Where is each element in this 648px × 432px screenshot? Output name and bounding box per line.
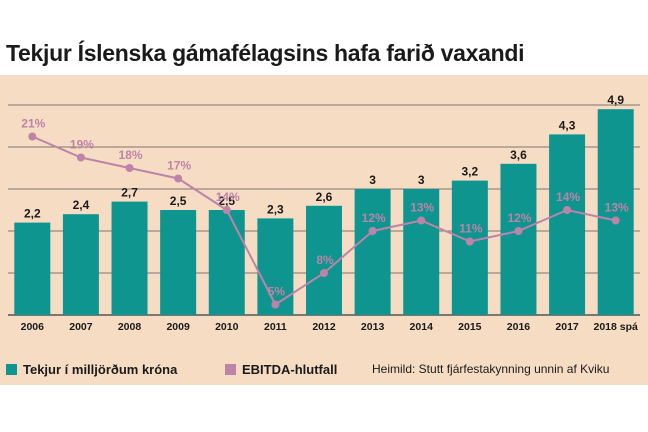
ebitda-labels: 21% 19% 18% 17% 14% 5% 8% 12% 13% 11% 12% 14% 13% (21, 117, 629, 299)
ebitda-point (174, 174, 183, 183)
x-tick-label: 2016 (507, 321, 531, 333)
ebitda-label: 8% (316, 253, 334, 267)
x-tick-label: 2011 (264, 321, 287, 333)
ebitda-point (222, 206, 231, 214)
ebitda-line (28, 132, 620, 309)
ebitda-point (76, 153, 85, 162)
x-tick-label: 2017 (555, 321, 579, 333)
revenue-bar (14, 222, 51, 315)
revenue-bar-labels: 2,2 2,4 2,7 2,5 2,5 2,3 2,6 3 3 3,2 3,6 4,3 4,9 (24, 93, 624, 220)
legend-ebitda-swatch (225, 363, 236, 375)
ebitda-label: 14% (556, 190, 580, 204)
revenue-bar-label: 3 (369, 173, 376, 187)
ebitda-point (465, 237, 474, 246)
x-tick-label: 2014 (410, 321, 434, 333)
x-tick-label: 2010 (215, 321, 239, 333)
ebitda-label: 13% (605, 201, 629, 215)
revenue-bar-label: 2,4 (73, 198, 90, 212)
revenue-bar (500, 163, 537, 315)
revenue-bar-label: 3,2 (462, 165, 479, 179)
revenue-bars (14, 109, 634, 315)
ebitda-label: 19% (70, 138, 94, 152)
revenue-bar-label: 4,3 (559, 118, 576, 132)
revenue-bar-label: 4,9 (607, 93, 624, 107)
x-tick-label: 2006 (21, 321, 45, 333)
ebitda-label: 11% (459, 222, 483, 236)
ebitda-point (271, 300, 280, 309)
revenue-bar-label: 2,2 (24, 207, 41, 221)
ebitda-label: 21% (21, 117, 45, 131)
revenue-bar (403, 189, 440, 315)
ebitda-label: 17% (167, 159, 191, 173)
revenue-bar (451, 180, 488, 315)
chart-svg: 2,2 2,4 2,7 2,5 2,5 2,3 2,6 3 3 3,2 3,6 4,3 4,9 21% 1… (8, 93, 640, 333)
revenue-bar-label: 3,6 (510, 148, 527, 162)
ebitda-label: 12% (362, 211, 386, 225)
ebitda-label: 13% (410, 201, 434, 215)
revenue-bar-label: 2,3 (267, 202, 284, 216)
x-tick-label: 2012 (312, 321, 336, 333)
revenue-bar (160, 210, 197, 315)
chart-panel: 2,2 2,4 2,7 2,5 2,5 2,3 2,6 3 3 3,2 3,6 4,3 4,9 21% 1… (0, 75, 648, 385)
source-note: Heimild: Stutt fjárfestakynning unnin af… (372, 362, 610, 376)
ebitda-point (563, 206, 572, 214)
x-tick-label: 2013 (361, 321, 385, 333)
page-title: Tekjur Íslenska gámafélagsins hafa farið… (6, 40, 525, 66)
revenue-bar (62, 214, 99, 315)
revenue-bar-label: 2,7 (121, 186, 138, 200)
revenue-bar (306, 205, 342, 315)
legend-ebitda-label: EBITDA-hlutfall (242, 361, 338, 377)
revenue-bar (354, 189, 391, 315)
ebitda-point (28, 132, 37, 141)
ebitda-label: 12% (507, 211, 531, 225)
legend-revenue-swatch (6, 363, 17, 375)
x-tick-label: 2015 (458, 321, 482, 333)
legend-revenue-label: Tekjur í milljörðum króna (23, 361, 178, 377)
x-tick-label: 2008 (118, 321, 142, 333)
ebitda-point (125, 164, 134, 172)
ebitda-point (368, 227, 377, 235)
ebitda-point (417, 216, 426, 225)
x-tick-label: 2018 spá (594, 321, 639, 333)
legend-revenue: Tekjur í milljörðum króna (6, 359, 177, 379)
ebitda-point (611, 216, 620, 225)
revenue-bar-label: 2,6 (316, 190, 333, 204)
revenue-bar (257, 218, 294, 315)
revenue-bar-label: 2,5 (170, 194, 187, 208)
revenue-bar (208, 210, 245, 315)
revenue-bar-label: 2,5 (218, 194, 235, 208)
ebitda-point (514, 227, 523, 235)
revenue-bar (549, 134, 586, 315)
x-axis-labels: 2006 2007 2008 2009 2010 2011 2012 2013 2014 2015… (21, 321, 638, 333)
ebitda-label: 18% (119, 148, 143, 162)
legend-ebitda: EBITDA-hlutfall (225, 359, 337, 379)
revenue-bar (111, 201, 148, 315)
revenue-bar (597, 109, 634, 315)
x-tick-label: 2009 (166, 321, 190, 333)
ebitda-label: 14% (216, 190, 240, 204)
x-tick-label: 2007 (69, 321, 93, 333)
revenue-bar-label: 3 (418, 173, 425, 187)
ebitda-label: 5% (268, 285, 286, 299)
ebitda-point (320, 269, 328, 277)
